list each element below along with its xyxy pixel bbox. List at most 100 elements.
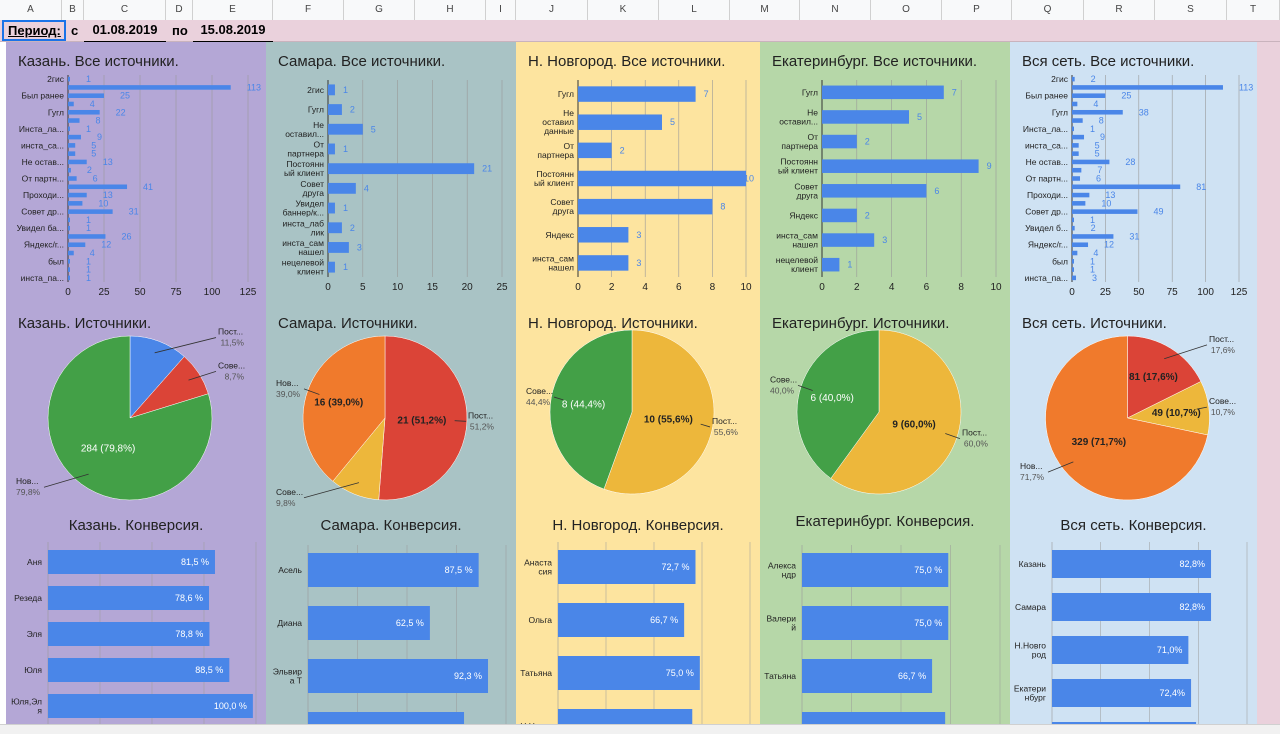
source-bar[interactable] xyxy=(822,208,857,223)
pie-slice[interactable] xyxy=(1045,335,1209,501)
source-bar[interactable] xyxy=(68,126,70,132)
source-bar[interactable] xyxy=(68,93,104,98)
column-header-c[interactable]: C xyxy=(84,0,166,20)
column-header-l[interactable]: L xyxy=(659,0,730,20)
source-bar[interactable] xyxy=(68,225,70,231)
pie-slice[interactable] xyxy=(47,335,213,501)
source-bar[interactable] xyxy=(328,104,342,115)
source-bar[interactable] xyxy=(328,261,335,273)
source-bar[interactable] xyxy=(1072,275,1077,281)
source-bar[interactable] xyxy=(1072,176,1081,181)
source-bar[interactable] xyxy=(1072,134,1085,140)
source-bar[interactable] xyxy=(328,222,342,234)
source-bar[interactable] xyxy=(68,209,113,214)
source-bar[interactable] xyxy=(1072,201,1086,206)
source-bar[interactable] xyxy=(1072,93,1106,98)
column-header-i[interactable]: I xyxy=(486,0,516,20)
column-header-t[interactable]: T xyxy=(1227,0,1280,20)
source-bar[interactable] xyxy=(1072,159,1110,165)
column-header-q[interactable]: Q xyxy=(1012,0,1084,20)
source-bar[interactable] xyxy=(1072,143,1079,148)
source-bar[interactable] xyxy=(1072,126,1074,132)
source-bar[interactable] xyxy=(68,275,70,281)
column-header-b[interactable]: B xyxy=(62,0,84,20)
source-bar[interactable] xyxy=(68,217,70,223)
column-header-d[interactable]: D xyxy=(166,0,193,20)
source-bar[interactable] xyxy=(68,159,87,165)
source-bar[interactable] xyxy=(68,134,81,140)
source-bar[interactable] xyxy=(68,101,74,107)
column-header-o[interactable]: O xyxy=(871,0,942,20)
column-header-j[interactable]: J xyxy=(516,0,588,20)
source-bar[interactable] xyxy=(68,267,70,272)
source-bar[interactable] xyxy=(822,110,909,124)
column-header-f[interactable]: F xyxy=(273,0,344,20)
source-bar[interactable] xyxy=(1072,184,1181,190)
column-header-r[interactable]: R xyxy=(1084,0,1155,20)
source-bar[interactable] xyxy=(68,192,87,198)
conversion-bar[interactable] xyxy=(1052,679,1192,707)
source-bar[interactable] xyxy=(578,255,629,271)
column-header-g[interactable]: G xyxy=(344,0,415,20)
column-header-n[interactable]: N xyxy=(800,0,871,20)
source-bar[interactable] xyxy=(68,167,71,173)
to-date-cell[interactable]: 15.08.2019 xyxy=(193,20,273,42)
source-bar[interactable] xyxy=(1072,85,1223,90)
source-bar[interactable] xyxy=(68,176,77,181)
source-bar[interactable] xyxy=(68,118,80,123)
column-header-h[interactable]: H xyxy=(415,0,486,20)
conversion-bar[interactable] xyxy=(48,694,253,718)
source-bar[interactable] xyxy=(1072,76,1075,82)
source-bar[interactable] xyxy=(68,242,86,248)
conversion-bar[interactable] xyxy=(1052,593,1212,621)
source-bar[interactable] xyxy=(1072,118,1083,123)
source-bar[interactable] xyxy=(328,182,356,194)
source-bar[interactable] xyxy=(578,142,612,159)
source-bar[interactable] xyxy=(1072,234,1114,239)
pie-slice[interactable] xyxy=(603,329,715,495)
source-bar[interactable] xyxy=(68,259,70,264)
conversion-bar[interactable] xyxy=(558,603,685,637)
source-bar[interactable] xyxy=(1072,167,1082,173)
source-bar[interactable] xyxy=(578,86,696,102)
conversion-bar[interactable] xyxy=(802,659,933,693)
conversion-bar[interactable] xyxy=(308,553,479,587)
column-header-e[interactable]: E xyxy=(193,0,273,20)
conversion-bar[interactable] xyxy=(308,606,430,640)
conversion-bar[interactable] xyxy=(48,658,230,682)
source-bar[interactable] xyxy=(578,198,713,215)
source-bar[interactable] xyxy=(1072,267,1074,272)
source-bar[interactable] xyxy=(578,114,662,130)
source-bar[interactable] xyxy=(328,202,335,214)
source-bar[interactable] xyxy=(68,85,231,90)
conversion-bar[interactable] xyxy=(802,553,949,587)
source-bar[interactable] xyxy=(578,227,629,243)
source-bar[interactable] xyxy=(328,163,475,175)
source-bar[interactable] xyxy=(68,201,83,206)
pie-slice[interactable] xyxy=(378,335,468,501)
source-bar[interactable] xyxy=(822,159,979,173)
source-bar[interactable] xyxy=(1072,250,1078,256)
source-bar[interactable] xyxy=(68,234,106,239)
conversion-bar[interactable] xyxy=(48,550,215,574)
conversion-bar[interactable] xyxy=(558,709,693,724)
source-bar[interactable] xyxy=(1072,151,1079,156)
source-bar[interactable] xyxy=(822,184,927,198)
source-bar[interactable] xyxy=(822,85,944,100)
pie-slice[interactable] xyxy=(549,329,633,490)
period-label-cell[interactable]: Период: xyxy=(2,20,66,41)
source-bar[interactable] xyxy=(68,109,100,115)
source-bar[interactable] xyxy=(328,143,335,155)
conversion-bar[interactable] xyxy=(48,586,210,610)
source-bar[interactable] xyxy=(1072,259,1074,264)
conversion-bar[interactable] xyxy=(308,659,489,693)
source-bar[interactable] xyxy=(328,123,363,135)
source-bar[interactable] xyxy=(1072,109,1123,115)
source-bar[interactable] xyxy=(68,184,128,190)
conversion-bar[interactable] xyxy=(308,712,465,724)
conversion-bar[interactable] xyxy=(1052,550,1212,578)
source-bar[interactable] xyxy=(1072,242,1089,248)
conversion-bar[interactable] xyxy=(558,656,700,690)
source-bar[interactable] xyxy=(68,76,70,82)
column-header-k[interactable]: K xyxy=(588,0,659,20)
